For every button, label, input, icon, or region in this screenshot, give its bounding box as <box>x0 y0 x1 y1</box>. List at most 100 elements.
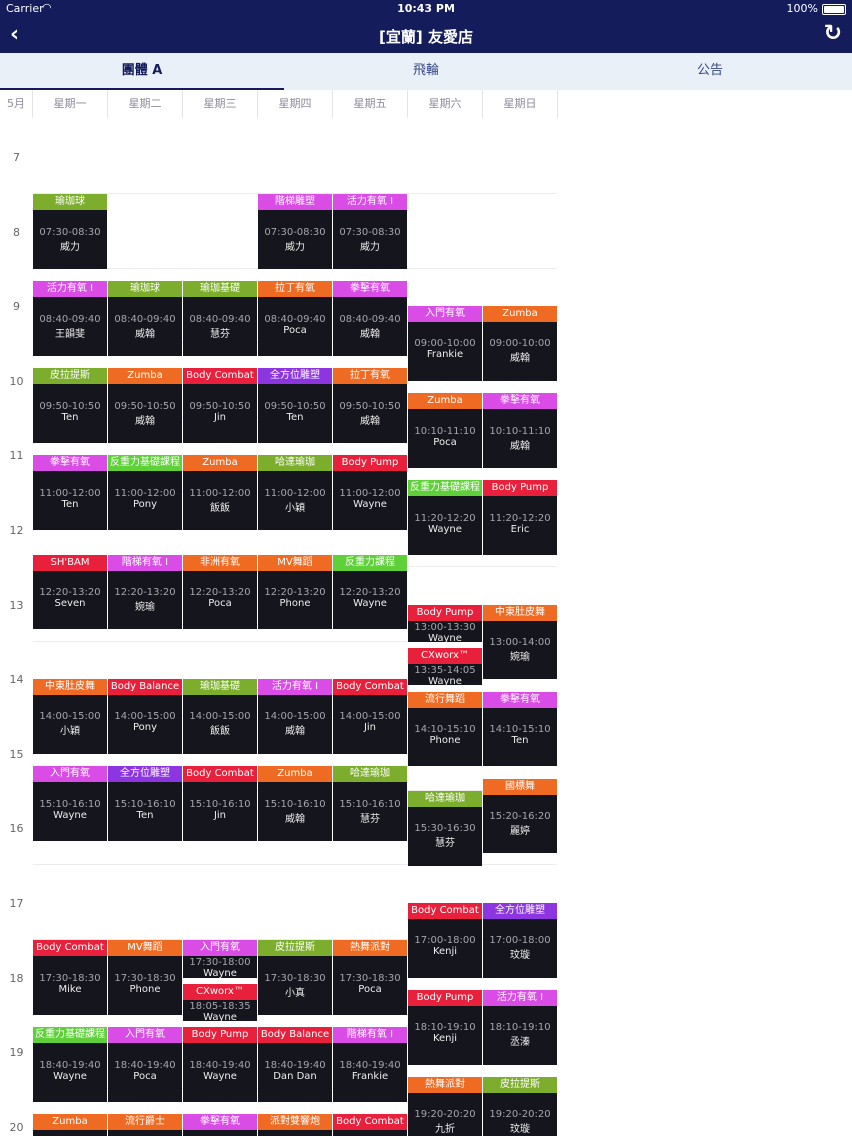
class-card[interactable]: 中東肚皮舞 13:00-14:00 婉瑜 <box>483 604 557 680</box>
class-card[interactable]: 全方位雕塑 17:00-18:00 玟璇 <box>483 903 557 978</box>
class-card[interactable]: Body Pump 11:00-12:00 Wayne <box>333 455 407 530</box>
hour-label: 15 <box>9 747 24 761</box>
class-card[interactable]: 活力有氧 I 07:30-08:30 威力 <box>333 194 407 269</box>
class-card[interactable]: 全方位雕塑 09:50-10:50 Ten <box>258 368 332 443</box>
schedule-grid[interactable]: 7 8 9 10 11 12 13 14 15 16 17 18 19 20 瑜珈球 07:30-08:30 威… <box>0 118 852 1136</box>
class-card[interactable]: 皮拉提斯 09:50-10:50 Ten <box>33 368 107 443</box>
month-label: 5月 <box>0 90 33 118</box>
class-card[interactable]: 瑜珈球 08:40-09:40 威翰 <box>108 281 182 356</box>
class-card[interactable]: 階梯有氧 I 12:20-13:20 婉瑜 <box>108 554 182 630</box>
class-time: 14:10-15:10 <box>414 723 476 735</box>
class-name: 熱舞派對 <box>333 940 407 957</box>
class-card[interactable]: 階梯雕塑 07:30-08:30 威力 <box>258 194 332 269</box>
class-card[interactable]: 哈達瑜珈 15:10-16:10 慧芬 <box>333 766 407 841</box>
class-card[interactable]: Zumba 09:00-10:00 威翰 <box>483 306 557 381</box>
tab-group-a[interactable]: 團體 A <box>0 53 284 90</box>
class-card[interactable]: SH'BAM 12:20-13:20 Seven <box>33 554 107 630</box>
class-name: 階梯有氧 I <box>108 554 182 571</box>
class-name: MV舞蹈 <box>108 940 182 957</box>
class-card[interactable]: Body Combat 15:10-16:10 Jin <box>183 766 257 841</box>
class-card[interactable]: 活力有氧 I 18:10-19:10 丞溱 <box>483 990 557 1065</box>
nav-bar: ‹ [宜蘭] 友愛店 ↻ <box>0 18 852 53</box>
class-card[interactable]: MV舞蹈 12:20-13:20 Phone <box>258 554 332 630</box>
back-chevron-icon[interactable]: ‹ <box>10 22 20 47</box>
class-teacher: Wayne <box>203 1011 237 1022</box>
class-time: 17:30-18:30 <box>114 972 176 984</box>
class-card[interactable]: 入門有氧 09:00-10:00 Frankie <box>408 306 482 381</box>
class-teacher: 小穎 <box>285 502 305 514</box>
class-card[interactable]: CXworx™ 18:05-18:35 Wayne <box>183 983 257 1022</box>
class-card[interactable]: 熱舞派對 19:20-20:20 九折 <box>408 1077 482 1136</box>
class-card[interactable]: Body Combat 17:00-18:00 Kenji <box>408 903 482 978</box>
class-card[interactable]: Body Pump 11:20-12:20 Eric <box>483 480 557 555</box>
class-name: Body Combat <box>333 679 407 696</box>
class-card[interactable]: Body Pump 18:10-19:10 Kenji <box>408 990 482 1065</box>
class-card[interactable]: Body Combat 14:00-15:00 Jin <box>333 679 407 754</box>
class-card[interactable]: 瑜珈基礎 14:00-15:00 飯飯 <box>183 679 257 754</box>
class-time: 09:50-10:50 <box>339 400 401 412</box>
class-name: 瑜珈球 <box>108 281 182 298</box>
class-card[interactable]: 反重力基礎課程 11:20-12:20 Wayne <box>408 480 482 555</box>
class-card[interactable]: 瑜珈球 07:30-08:30 威力 <box>33 194 107 269</box>
refresh-icon[interactable]: ↻ <box>823 21 842 46</box>
class-card[interactable]: 活力有氧 I 14:00-15:00 威翰 <box>258 679 332 754</box>
tab-announcement[interactable]: 公告 <box>696 63 723 78</box>
class-card[interactable]: Zumba 09:50-10:50 威翰 <box>108 368 182 443</box>
class-card[interactable]: 拳擊有氧 11:00-12:00 Ten <box>33 455 107 530</box>
class-card[interactable]: 非洲有氧 12:20-13:20 Poca <box>183 554 257 630</box>
class-name: CXworx™ <box>183 983 257 1000</box>
class-card[interactable]: 熱舞派對 17:30-18:30 Poca <box>333 940 407 1015</box>
class-card[interactable]: 拉丁有氧 09:50-10:50 威翰 <box>333 368 407 443</box>
class-card[interactable]: 拳擊有氧 08:40-09:40 威翰 <box>333 281 407 356</box>
class-card[interactable]: 反重力課程 12:20-13:20 Wayne <box>333 554 407 630</box>
class-card[interactable]: Body Pump 18:40-19:40 Wayne <box>183 1027 257 1102</box>
class-card[interactable]: Body Pump 13:00-13:30 Wayne <box>408 604 482 642</box>
class-card[interactable]: 拳擊有氧 10:10-11:10 威翰 <box>483 393 557 468</box>
class-card[interactable]: 流行舞蹈 14:10-15:10 Phone <box>408 691 482 767</box>
class-card[interactable]: 入門有氧 17:30-18:00 Wayne <box>183 940 257 978</box>
class-name: Body Pump <box>408 990 482 1007</box>
class-time: 14:00-15:00 <box>264 711 326 723</box>
class-card[interactable]: 入門有氧 18:40-19:40 Poca <box>108 1027 182 1102</box>
class-card[interactable]: Body Combat 09:50-10:50 Jin <box>183 368 257 443</box>
class-card[interactable]: Body Balance 18:40-19:40 Dan Dan <box>258 1027 332 1102</box>
class-card[interactable]: 瑜珈基礎 08:40-09:40 慧芬 <box>183 281 257 356</box>
class-card[interactable]: 活力有氧 I 08:40-09:40 王韻斐 <box>33 281 107 356</box>
class-card[interactable]: CXworx™ 13:35-14:05 Wayne <box>408 648 482 686</box>
class-name: Zumba <box>33 1114 107 1131</box>
class-name: 非洲有氧 <box>183 554 257 571</box>
class-card[interactable]: Body Balance 14:00-15:00 Pony <box>108 679 182 754</box>
class-teacher: 小真 <box>285 987 305 999</box>
class-time: 14:00-15:00 <box>39 711 101 723</box>
class-card[interactable]: 階梯有氧 I 18:40-19:40 Frankie <box>333 1027 407 1102</box>
class-card[interactable]: Zumba 15:10-16:10 威翰 <box>258 766 332 841</box>
class-card[interactable]: 哈達瑜珈 15:30-16:30 慧芬 <box>408 791 482 866</box>
class-teacher: 威力 <box>60 241 80 253</box>
class-card[interactable]: Body Combat19:50-20:50Kenji <box>333 1114 407 1136</box>
tab-spinning[interactable]: 飛輪 <box>412 63 439 78</box>
class-card[interactable]: 反重力基礎課程 11:00-12:00 Pony <box>108 455 182 530</box>
class-card[interactable]: 皮拉提斯 19:20-20:20 玟璇 <box>483 1077 557 1136</box>
class-card[interactable]: 哈達瑜珈 11:00-12:00 小穎 <box>258 455 332 530</box>
class-card[interactable]: 拉丁有氧 08:40-09:40 Poca <box>258 281 332 356</box>
class-teacher: 威翰 <box>510 353 530 365</box>
class-card[interactable]: 中東肚皮舞 14:00-15:00 小穎 <box>33 679 107 754</box>
class-card[interactable]: 拳擊有氧 14:10-15:10 Ten <box>483 691 557 767</box>
class-name: 拳擊有氧 <box>33 455 107 472</box>
class-time: 12:20-13:20 <box>264 587 326 599</box>
class-card[interactable]: Zumba 10:10-11:10 Poca <box>408 393 482 468</box>
class-card[interactable]: 派對雙響炮19:50-20:50九折 <box>258 1114 332 1136</box>
class-card[interactable]: 全方位雕塑 15:10-16:10 Ten <box>108 766 182 841</box>
class-card[interactable]: 皮拉提斯 17:30-18:30 小真 <box>258 940 332 1015</box>
class-card[interactable]: 國標舞 15:20-16:20 麗婷 <box>483 778 557 854</box>
class-name: Body Combat <box>408 903 482 919</box>
class-card[interactable]: 入門有氧 15:10-16:10 Wayne <box>33 766 107 841</box>
class-card[interactable]: 流行爵士19:50-20:50鴨鴨 <box>108 1114 182 1136</box>
class-card[interactable]: Zumba 11:00-12:00 飯飯 <box>183 455 257 530</box>
class-card[interactable]: 反重力基礎課程 18:40-19:40 Wayne <box>33 1027 107 1102</box>
class-card[interactable]: MV舞蹈 17:30-18:30 Phone <box>108 940 182 1015</box>
class-time: 19:20-20:20 <box>489 1109 551 1121</box>
class-card[interactable]: Body Combat 17:30-18:30 Mike <box>33 940 107 1015</box>
